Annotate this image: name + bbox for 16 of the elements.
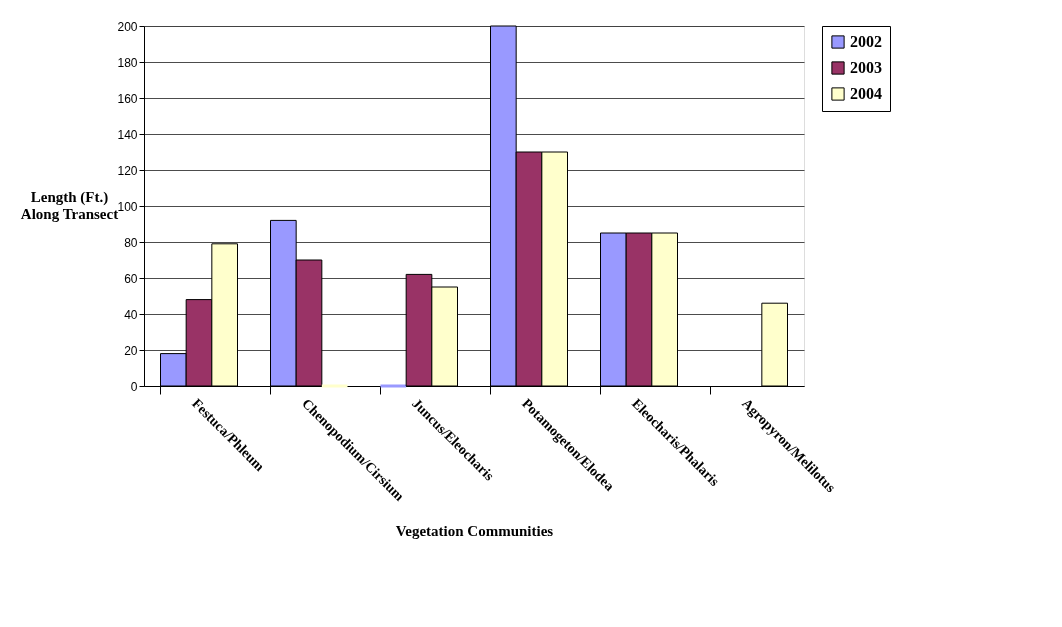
legend-label: 2002: [850, 33, 882, 50]
y-tick-label: 200: [117, 19, 138, 34]
y-tick-label: 180: [117, 55, 138, 70]
y-tick-label: 160: [117, 91, 138, 106]
y-tick-label: 0: [130, 379, 138, 394]
legend-label: 2004: [850, 85, 882, 102]
y-tick-label: 140: [117, 127, 138, 142]
y-tick-label: 120: [117, 163, 138, 178]
y-tick-label: 40: [124, 307, 138, 322]
y-tick-label: 20: [124, 343, 138, 358]
y-axis-title: Length (Ft.) Along Transect: [20, 188, 119, 222]
y-tick-label: 100: [117, 199, 138, 214]
y-tick-label: 60: [124, 271, 138, 286]
legend-label: 2003: [850, 59, 882, 76]
x-axis-title: Vegetation Communities: [395, 522, 554, 539]
y-tick-label: 80: [124, 235, 138, 250]
